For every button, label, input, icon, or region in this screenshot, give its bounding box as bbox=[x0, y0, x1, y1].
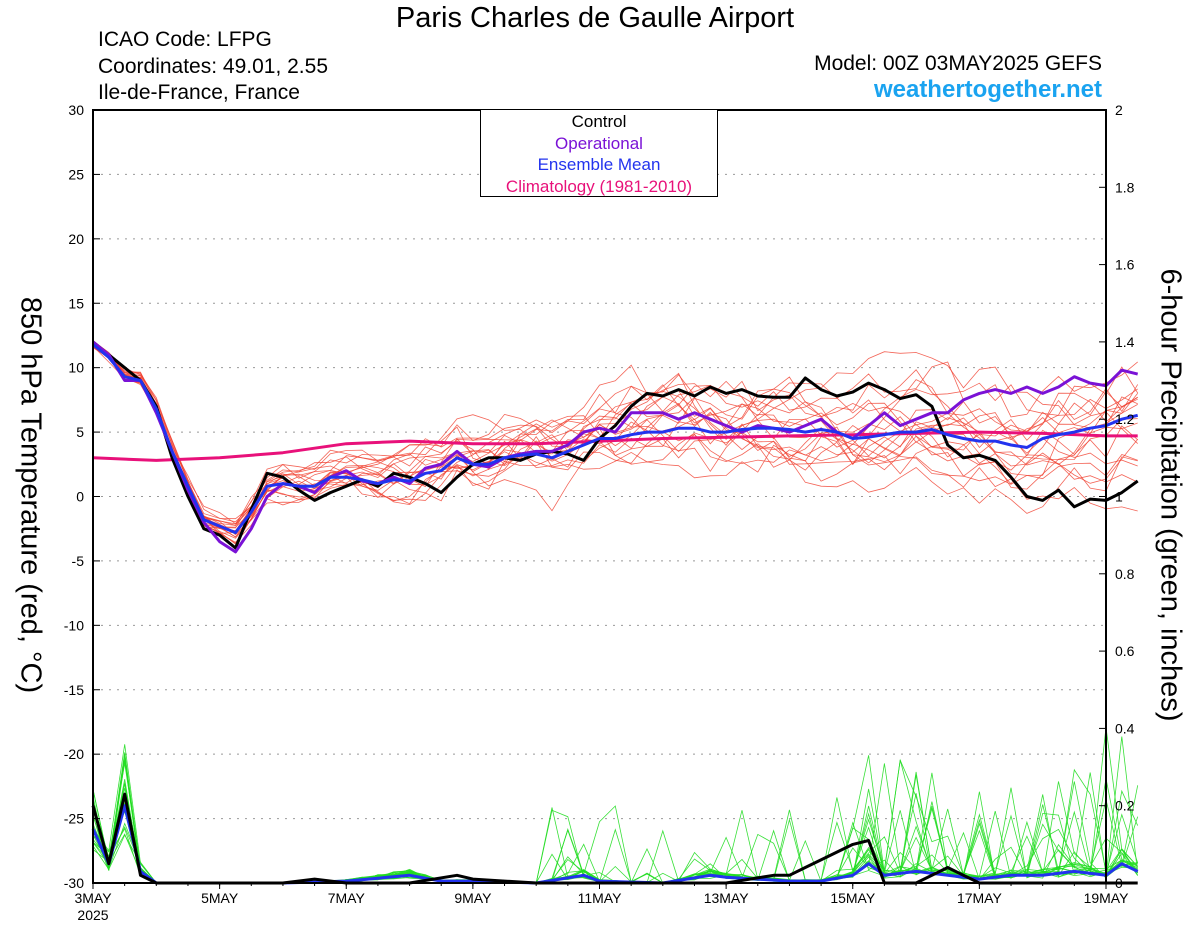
precip-member-line bbox=[92, 781, 1139, 884]
y-tick-label: 25 bbox=[68, 166, 84, 182]
y-tick-label: -20 bbox=[64, 746, 84, 762]
page-title: Paris Charles de Gaulle Airport bbox=[395, 2, 795, 34]
precip-member-line bbox=[92, 727, 1138, 884]
coordinates: Coordinates: 49.01, 2.55 bbox=[98, 55, 328, 78]
y2-tick-label: 2 bbox=[1115, 102, 1123, 118]
y-tick-label: 15 bbox=[68, 295, 84, 311]
x-year-label: 2025 bbox=[77, 907, 108, 923]
precip-member-line bbox=[92, 763, 1138, 884]
y2-tick-label: 0.2 bbox=[1115, 798, 1135, 814]
precip-member-line bbox=[92, 781, 1139, 884]
x-tick-label: 5MAY bbox=[201, 890, 239, 906]
temp-member-line bbox=[92, 340, 1138, 533]
temp-member-line bbox=[92, 345, 1138, 526]
y-tick-label: 5 bbox=[76, 424, 84, 440]
y-tick-label: 20 bbox=[68, 231, 84, 247]
y-tick-label: -30 bbox=[64, 875, 84, 891]
temp-member-line bbox=[92, 343, 1138, 520]
legend-climatology: Climatology (1981-2010) bbox=[505, 176, 693, 196]
precip-member-line bbox=[92, 736, 1139, 884]
temp-control-line bbox=[92, 340, 1139, 550]
legend: Control Operational Ensemble Mean Climat… bbox=[480, 109, 718, 197]
precip-member-line bbox=[92, 752, 1138, 884]
legend-control: Control bbox=[571, 112, 627, 131]
y2-tick-label: 1.8 bbox=[1115, 179, 1135, 195]
y-tick-label: -25 bbox=[64, 811, 84, 827]
climatology-line bbox=[92, 430, 1138, 462]
temp-operational-line bbox=[92, 340, 1139, 554]
region: Ile-de-France, France bbox=[98, 81, 300, 104]
precip-member-line bbox=[92, 744, 1138, 884]
temp-mean-line bbox=[92, 343, 1139, 535]
grid-layer bbox=[93, 173, 1106, 820]
x-tick-label: 15MAY bbox=[830, 890, 876, 906]
y2-tick-label: 1.6 bbox=[1115, 257, 1135, 273]
x-tick-label: 13MAY bbox=[704, 890, 750, 906]
model-run: Model: 00Z 03MAY2025 GEFS bbox=[814, 52, 1102, 75]
temp-member-line bbox=[92, 346, 1138, 525]
y2-tick-label: 1 bbox=[1115, 489, 1123, 505]
legend-operational: Operational bbox=[555, 133, 643, 153]
y2-tick-label: 0.4 bbox=[1115, 720, 1135, 736]
y2-tick-label: 0 bbox=[1115, 875, 1123, 891]
axes-layer: -30-25-20-15-10-505101520253000.20.40.60… bbox=[64, 102, 1135, 923]
y-tick-label: 30 bbox=[68, 102, 84, 118]
precip-member-line bbox=[92, 805, 1138, 884]
temp-member-line bbox=[92, 346, 1138, 538]
x-tick-label: 7MAY bbox=[328, 890, 366, 906]
precip-member-line bbox=[92, 833, 1138, 884]
site-link[interactable]: weathertogether.net bbox=[873, 76, 1102, 103]
y-tick-label: -15 bbox=[64, 682, 84, 698]
y2-tick-label: 1.4 bbox=[1115, 334, 1135, 350]
y-tick-label: 0 bbox=[76, 489, 84, 505]
x-tick-label: 11MAY bbox=[578, 890, 622, 906]
plot-frame bbox=[92, 109, 1107, 884]
x-tick-label: 9MAY bbox=[454, 890, 492, 906]
y2-tick-label: 0.6 bbox=[1115, 643, 1135, 659]
x-tick-label: 19MAY bbox=[1084, 890, 1130, 906]
ensemble-members-layer bbox=[92, 340, 1139, 884]
precip-member-line bbox=[92, 763, 1138, 884]
y2-tick-label: 0.8 bbox=[1115, 566, 1135, 582]
x-tick-label: 17MAY bbox=[957, 890, 1003, 906]
y-tick-label: -10 bbox=[64, 617, 84, 633]
legend-ensemble-mean: Ensemble Mean bbox=[537, 155, 661, 174]
precip-member-line bbox=[92, 753, 1139, 884]
y2-tick-label: 1.2 bbox=[1115, 411, 1135, 427]
x-tick-label: 3MAY bbox=[74, 890, 112, 906]
temp-member-line bbox=[92, 342, 1139, 539]
icao-code: ICAO Code: LFPG bbox=[98, 28, 272, 51]
y-tick-label: -5 bbox=[72, 553, 85, 569]
y-tick-label: 10 bbox=[68, 360, 84, 376]
